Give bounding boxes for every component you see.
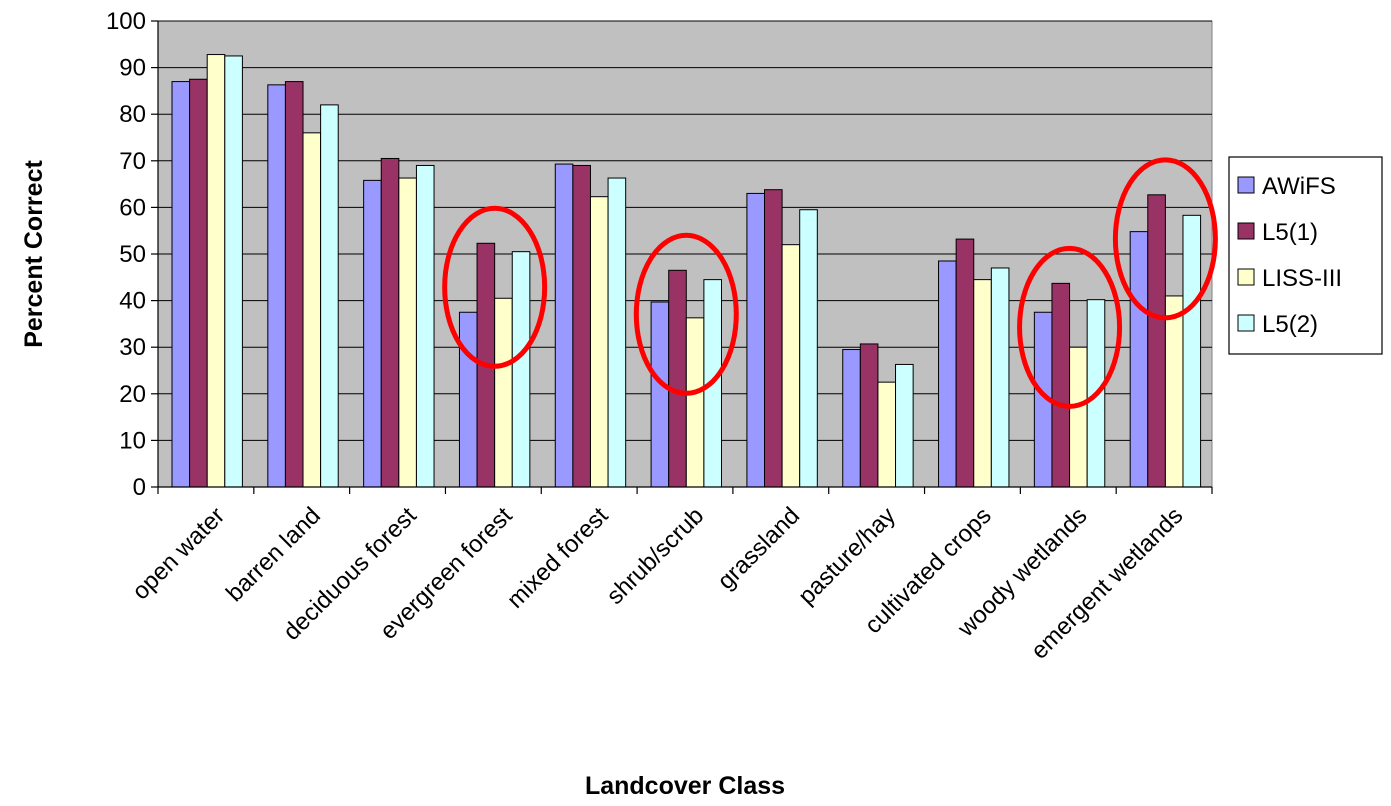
y-tick-label: 30 — [119, 334, 146, 361]
bar-awifs-8 — [938, 260, 957, 488]
bar-l5-2--2 — [415, 164, 435, 488]
legend-label: L5(2) — [1262, 311, 1318, 338]
legend: AWiFS L5(1) LISS-III L5(2) — [1228, 156, 1383, 355]
bar-awifs-4 — [554, 163, 574, 488]
bar-l5-2--4 — [607, 177, 627, 488]
bar-l5-1--5 — [668, 269, 687, 488]
bar-liss-iii-1 — [302, 132, 322, 488]
highlight-ellipse — [442, 205, 548, 369]
legend-swatch — [1237, 268, 1255, 286]
bar-l5-1--7 — [859, 343, 879, 488]
legend-swatch — [1237, 222, 1255, 240]
highlight-ellipse — [633, 232, 739, 396]
bar-l5-1--2 — [380, 157, 400, 488]
y-tick-label: 80 — [119, 101, 146, 128]
y-tick-label: 60 — [119, 194, 146, 221]
highlight-ellipse — [1017, 245, 1123, 409]
y-tick-label: 50 — [119, 241, 146, 268]
bar-awifs-2 — [363, 179, 382, 488]
bar-l5-1--0 — [189, 78, 208, 488]
bar-awifs-6 — [746, 192, 766, 488]
bar-l5-1--4 — [572, 164, 591, 488]
bar-l5-1--6 — [764, 189, 783, 488]
bar-l5-2--1 — [320, 104, 339, 488]
legend-label: AWiFS — [1262, 173, 1336, 200]
x-tick-label: shrub/scrub — [601, 502, 709, 610]
bar-liss-iii-10 — [1164, 295, 1184, 488]
bar-l5-1--8 — [955, 238, 975, 488]
bar-l5-2--0 — [224, 55, 243, 488]
y-tick-label: 0 — [133, 474, 146, 501]
y-tick-label: 40 — [119, 288, 146, 315]
bar-l5-1--10 — [1147, 194, 1166, 488]
bar-liss-iii-5 — [685, 317, 705, 488]
highlight-ellipses — [442, 157, 1218, 409]
legend-label: LISS-III — [1262, 265, 1342, 292]
bar-awifs-0 — [171, 81, 191, 488]
bar-liss-iii-0 — [206, 54, 226, 488]
y-tick-label: 90 — [119, 55, 146, 82]
bar-l5-1--9 — [1051, 282, 1071, 488]
bar-awifs-5 — [650, 301, 670, 488]
bar-liss-iii-3 — [494, 297, 513, 488]
bar-liss-iii-8 — [973, 279, 992, 488]
bar-awifs-1 — [267, 84, 286, 488]
x-axis-title: Landcover Class — [585, 772, 785, 800]
y-axis-title: Percent Correct — [20, 160, 48, 348]
y-tick-label: 70 — [119, 148, 146, 175]
highlight-ellipse — [1112, 157, 1218, 321]
legend-swatch — [1237, 314, 1255, 332]
bar-l5-2--6 — [799, 209, 818, 488]
bar-liss-iii-7 — [877, 381, 897, 488]
x-tick-label: mixed forest — [502, 502, 614, 614]
bar-liss-iii-9 — [1069, 346, 1088, 488]
bar-liss-iii-6 — [781, 244, 801, 488]
bar-liss-iii-2 — [398, 177, 417, 488]
legend-swatch — [1237, 176, 1255, 194]
y-tick-label: 20 — [119, 381, 146, 408]
y-tick-label: 100 — [106, 8, 146, 35]
legend-label: L5(1) — [1262, 219, 1318, 246]
axes — [151, 20, 1213, 494]
bar-l5-2--8 — [990, 267, 1010, 488]
bar-awifs-7 — [842, 349, 861, 488]
x-tick-label: barren land — [221, 502, 326, 607]
bars — [171, 54, 1202, 488]
x-tick-label: open water — [127, 502, 230, 605]
bar-awifs-3 — [458, 311, 478, 488]
x-tick-label: grassland — [712, 502, 805, 595]
bar-l5-2--7 — [895, 363, 914, 488]
bar-l5-2--3 — [511, 251, 531, 488]
bar-l5-1--1 — [284, 81, 304, 488]
y-tick-labels: 0 10 20 30 40 50 60 70 80 90 100 — [106, 8, 146, 501]
y-tick-label: 10 — [119, 427, 146, 454]
bar-liss-iii-4 — [589, 196, 609, 488]
bar-awifs-10 — [1129, 231, 1149, 488]
bar-l5-2--10 — [1182, 214, 1202, 488]
